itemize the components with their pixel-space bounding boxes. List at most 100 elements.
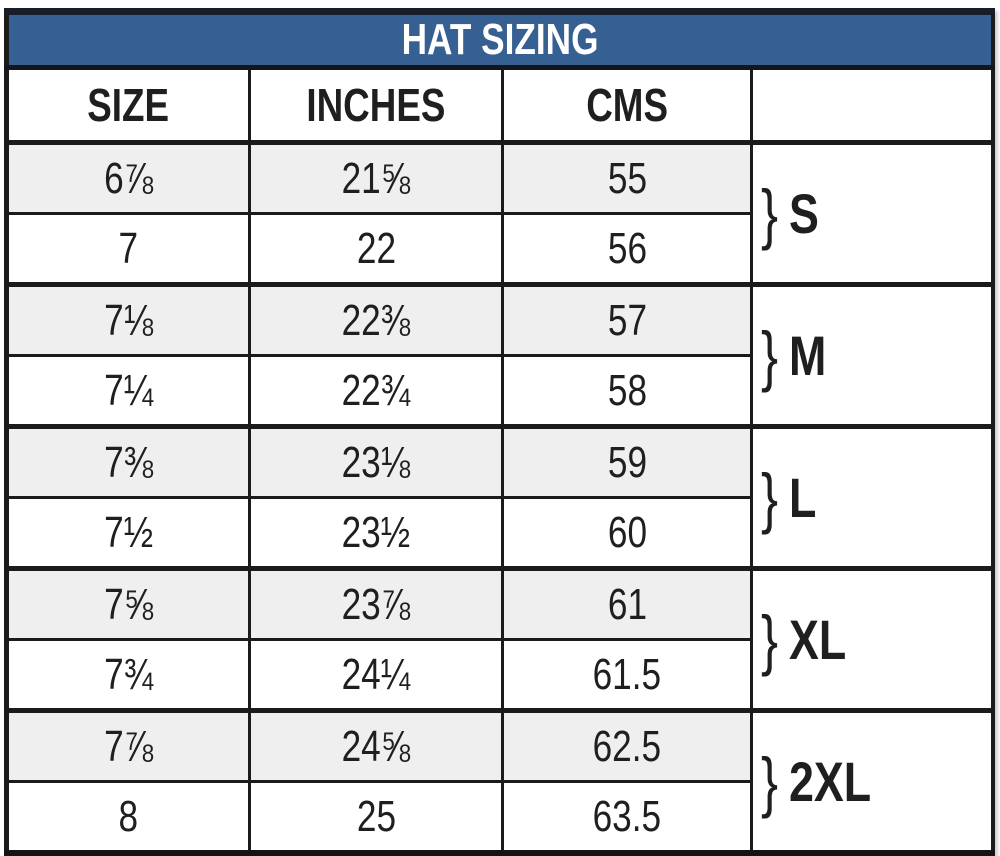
inches-cell: 23⅛ bbox=[248, 424, 504, 499]
size-value: 7¾ bbox=[104, 649, 153, 699]
inches-cell: 21⅝ bbox=[248, 140, 504, 215]
cms-value: 61 bbox=[607, 579, 647, 629]
column-header-inches: INCHES bbox=[248, 66, 504, 145]
column-header-size: SIZE bbox=[5, 66, 251, 145]
size-cell: 7½ bbox=[5, 496, 251, 570]
cms-cell: 61 bbox=[501, 566, 753, 641]
size-group-bracket: } XL bbox=[755, 605, 990, 672]
cms-cell: 58 bbox=[501, 354, 753, 428]
size-group-label: S bbox=[789, 181, 819, 245]
table-row: 7⅛ 22⅜ 57} M bbox=[5, 282, 994, 428]
size-group-label: L bbox=[789, 465, 817, 529]
size-value: 7⅝ bbox=[104, 579, 153, 629]
table-row: 6⅞ 21⅝ 55} S bbox=[5, 140, 994, 286]
inches-cell: 23½ bbox=[248, 496, 504, 570]
column-header-inches-label: INCHES bbox=[306, 79, 446, 131]
size-value: 7⅜ bbox=[104, 437, 153, 487]
cms-cell: 55 bbox=[501, 140, 753, 215]
inches-value: 23⅞ bbox=[341, 579, 411, 629]
cms-value: 55 bbox=[607, 153, 647, 203]
inches-value: 22⅜ bbox=[341, 295, 411, 345]
column-header-cms: CMS bbox=[501, 66, 753, 145]
table-row: 7⅞ 24⅝ 62.5} 2XL bbox=[5, 708, 994, 855]
size-cell: 7⅝ bbox=[5, 566, 251, 641]
size-group-bracket: } L bbox=[755, 463, 990, 530]
table-row: 7⅜ 23⅛ 59} L bbox=[5, 424, 994, 570]
inches-cell: 25 bbox=[248, 780, 504, 855]
table-row: 7 22 56 bbox=[5, 212, 993, 286]
inches-value: 24¼ bbox=[341, 649, 411, 699]
brace-glyph: } bbox=[761, 317, 779, 393]
cms-value: 60 bbox=[607, 507, 647, 557]
size-group-bracket: } 2XL bbox=[755, 747, 990, 814]
cms-cell: 59 bbox=[501, 424, 753, 499]
cms-cell: 62.5 bbox=[501, 708, 753, 783]
cms-value: 56 bbox=[607, 223, 647, 273]
hat-sizing-table: HAT SIZING SIZE INCHES CMS 6⅞ 21⅝ 55} S 7 22 5… bbox=[4, 8, 995, 856]
size-value: 7⅞ bbox=[104, 721, 153, 771]
inches-value: 24⅝ bbox=[341, 721, 411, 771]
size-value: 8 bbox=[118, 791, 139, 841]
brace-glyph: } bbox=[761, 743, 779, 819]
inches-value: 23½ bbox=[341, 507, 411, 557]
table-row: 7⅝ 23⅞ 61} XL bbox=[5, 566, 994, 712]
size-cell: 7¾ bbox=[5, 638, 251, 712]
table-row: 7¾ 24¼ 61.5 bbox=[5, 638, 993, 712]
size-value: 7½ bbox=[104, 507, 153, 557]
cms-cell: 63.5 bbox=[501, 780, 753, 855]
cms-value: 61.5 bbox=[592, 649, 662, 699]
cms-cell: 57 bbox=[501, 282, 753, 357]
inches-cell: 22 bbox=[248, 212, 504, 286]
size-cell: 8 bbox=[5, 780, 251, 855]
inches-cell: 22⅜ bbox=[248, 282, 504, 357]
cms-value: 63.5 bbox=[592, 791, 662, 841]
size-value: 6⅞ bbox=[104, 153, 153, 203]
table-row: 8 25 63.5 bbox=[5, 780, 993, 855]
inches-cell: 24¼ bbox=[248, 638, 504, 712]
size-group-label: M bbox=[789, 323, 827, 387]
table-title-row: HAT SIZING bbox=[5, 10, 994, 70]
column-header-row: SIZE INCHES CMS bbox=[5, 66, 994, 145]
size-group-cell: } 2XL bbox=[750, 708, 994, 855]
size-cell: 7⅛ bbox=[5, 282, 251, 357]
cms-cell: 61.5 bbox=[501, 638, 753, 712]
cms-value: 57 bbox=[607, 295, 647, 345]
table-title: HAT SIZING bbox=[5, 10, 994, 70]
cms-cell: 60 bbox=[501, 496, 753, 570]
size-group-cell: } M bbox=[750, 282, 994, 428]
size-group-cell: } S bbox=[750, 140, 994, 286]
size-cell: 7¼ bbox=[5, 354, 251, 428]
inches-cell: 24⅝ bbox=[248, 708, 504, 783]
size-group-cell: } L bbox=[750, 424, 994, 570]
column-header-cms-label: CMS bbox=[586, 79, 668, 131]
size-cell: 6⅞ bbox=[5, 140, 251, 215]
size-group-label: 2XL bbox=[789, 749, 872, 813]
size-value: 7¼ bbox=[104, 365, 153, 415]
cms-value: 58 bbox=[607, 365, 647, 415]
cms-value: 62.5 bbox=[592, 721, 662, 771]
inches-value: 21⅝ bbox=[341, 153, 411, 203]
brace-glyph: } bbox=[761, 601, 779, 677]
column-header-size-label: SIZE bbox=[87, 79, 170, 131]
size-group-label: XL bbox=[789, 607, 847, 671]
table-row: 7¼ 22¾ 58 bbox=[5, 354, 993, 428]
size-value: 7 bbox=[118, 223, 139, 273]
size-cell: 7 bbox=[5, 212, 251, 286]
inches-value: 22 bbox=[356, 223, 396, 273]
inches-value: 23⅛ bbox=[341, 437, 411, 487]
brace-glyph: } bbox=[761, 175, 779, 251]
inches-value: 22¾ bbox=[341, 365, 411, 415]
size-cell: 7⅜ bbox=[5, 424, 251, 499]
inches-cell: 22¾ bbox=[248, 354, 504, 428]
inches-cell: 23⅞ bbox=[248, 566, 504, 641]
cms-cell: 56 bbox=[501, 212, 753, 286]
inches-value: 25 bbox=[356, 791, 396, 841]
size-group-cell: } XL bbox=[750, 566, 994, 712]
brace-glyph: } bbox=[761, 459, 779, 535]
column-header-group bbox=[750, 66, 994, 145]
size-group-bracket: } S bbox=[755, 179, 990, 246]
table-row: 7½ 23½ 60 bbox=[5, 496, 993, 570]
size-value: 7⅛ bbox=[104, 295, 153, 345]
size-cell: 7⅞ bbox=[5, 708, 251, 783]
